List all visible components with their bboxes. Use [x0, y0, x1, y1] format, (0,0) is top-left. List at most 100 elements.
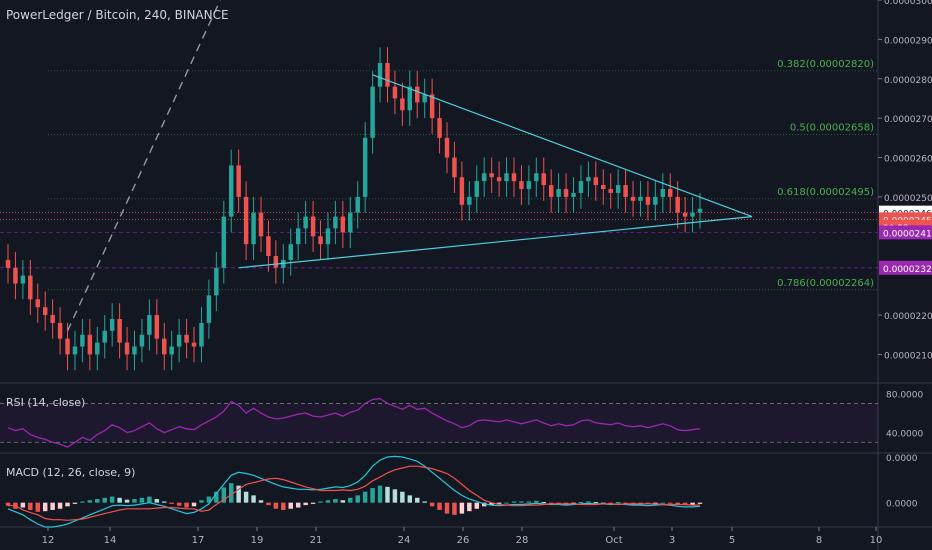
macd-histogram-bar [266, 502, 271, 506]
candle-body [377, 63, 383, 87]
lower-trendline[interactable] [238, 216, 753, 269]
candle-body [184, 334, 189, 343]
time-tick-label: 8 [816, 535, 822, 546]
candle-body [548, 185, 554, 197]
time-tick-label: 21 [310, 535, 323, 546]
candle-body [258, 212, 264, 237]
price-badge [879, 260, 932, 275]
candle-body [437, 118, 442, 138]
macd-histogram-bar [362, 491, 368, 503]
macd-histogram-bar [452, 502, 457, 515]
rsi-tick-label: 80.0000 [886, 391, 923, 401]
macd-histogram-bar [578, 502, 584, 504]
candle-body [489, 173, 494, 178]
macd-pane [5, 455, 703, 528]
candle-body [511, 173, 517, 182]
macd-histogram-bar [556, 502, 561, 504]
macd-histogram-bar [57, 502, 63, 509]
macd-histogram-bar [467, 502, 472, 512]
candle-body [682, 212, 688, 217]
candle-body [697, 208, 703, 213]
candle-body [563, 189, 569, 197]
macd-histogram-bar [214, 491, 219, 503]
candle-body [221, 216, 227, 268]
macd-label: MACD (12, 26, close, 9) [6, 466, 136, 479]
candle-body [578, 181, 584, 193]
macd-histogram-bar [496, 502, 502, 504]
candle-body [526, 181, 532, 190]
macd-histogram-bar [228, 483, 234, 503]
macd-histogram-bar [35, 502, 40, 512]
macd-histogram-bar [385, 486, 390, 503]
macd-histogram-bar [20, 502, 26, 508]
candle-body [452, 157, 457, 178]
candle-body [504, 173, 509, 182]
rsi-label: RSI (14, close) [6, 396, 86, 409]
macd-histogram-bar [236, 485, 241, 503]
macd-histogram-bar [273, 502, 279, 509]
macd-tick-label: 0.0000 [886, 454, 918, 464]
fib-level-label: 0.618(0.00002495) [777, 187, 874, 198]
macd-histogram-bar [660, 502, 666, 504]
candle-body [20, 275, 26, 284]
chart-title: PowerLedger / Bitcoin, 240, BINANCE [6, 8, 229, 22]
level-layer [0, 212, 878, 269]
candle-body [608, 189, 613, 193]
candle-body [690, 212, 695, 217]
macd-histogram-bar [504, 502, 509, 504]
macd-histogram-bar [87, 500, 93, 503]
macd-histogram-bar [586, 501, 591, 503]
candle-body [623, 185, 628, 197]
candle-body [199, 322, 204, 347]
time-tick-label: 19 [251, 535, 264, 546]
time-axis[interactable]: 12 14 17 19 21 24 26 28 Oct 3 5 8 10 [42, 527, 883, 546]
candle-body [333, 216, 338, 229]
candle-body [467, 196, 472, 205]
candle-body [481, 173, 487, 182]
candle-body [191, 342, 197, 347]
macd-histogram-bar [162, 501, 167, 503]
candle-body [541, 173, 546, 186]
drawing-layer[interactable] [66, 0, 753, 332]
candle-body [362, 137, 368, 197]
macd-histogram-bar [459, 502, 465, 514]
candle-body [444, 137, 450, 158]
candle-body [42, 307, 48, 316]
macd-histogram-bar [348, 497, 353, 503]
macd-histogram-bar [295, 502, 301, 508]
candle-body [154, 315, 160, 339]
macd-histogram-bar [429, 502, 435, 507]
macd-histogram-bar [601, 502, 606, 504]
upper-trendline[interactable] [372, 74, 753, 218]
macd-histogram-bar [303, 502, 308, 506]
dashed-trendline[interactable] [66, 0, 232, 332]
macd-histogram-bar [176, 502, 182, 506]
macd-histogram-bar [154, 499, 160, 503]
candle-body [162, 338, 167, 355]
macd-histogram-bar [281, 502, 286, 510]
time-tick-label: 24 [398, 535, 411, 546]
macd-histogram-bar [623, 502, 628, 504]
macd-histogram-bar [72, 502, 78, 504]
fib-level-label: 0.786(0.00002264) [777, 278, 874, 289]
candle-body [65, 338, 70, 355]
macd-histogram-bar [102, 497, 107, 503]
macd-histogram-bar [288, 502, 293, 509]
macd-histogram-bar [184, 502, 189, 508]
macd-histogram-bar [653, 502, 658, 504]
time-tick-label: 17 [192, 535, 205, 546]
candle-body [586, 177, 591, 182]
macd-histogram-bar [407, 495, 413, 503]
rsi-band [0, 403, 878, 443]
macd-histogram-bar [548, 502, 554, 504]
macd-histogram-bar [682, 502, 688, 506]
candle-body [392, 86, 398, 99]
macd-histogram-bar [400, 491, 405, 503]
macd-histogram-bar [5, 502, 11, 506]
candle-body [236, 165, 241, 197]
